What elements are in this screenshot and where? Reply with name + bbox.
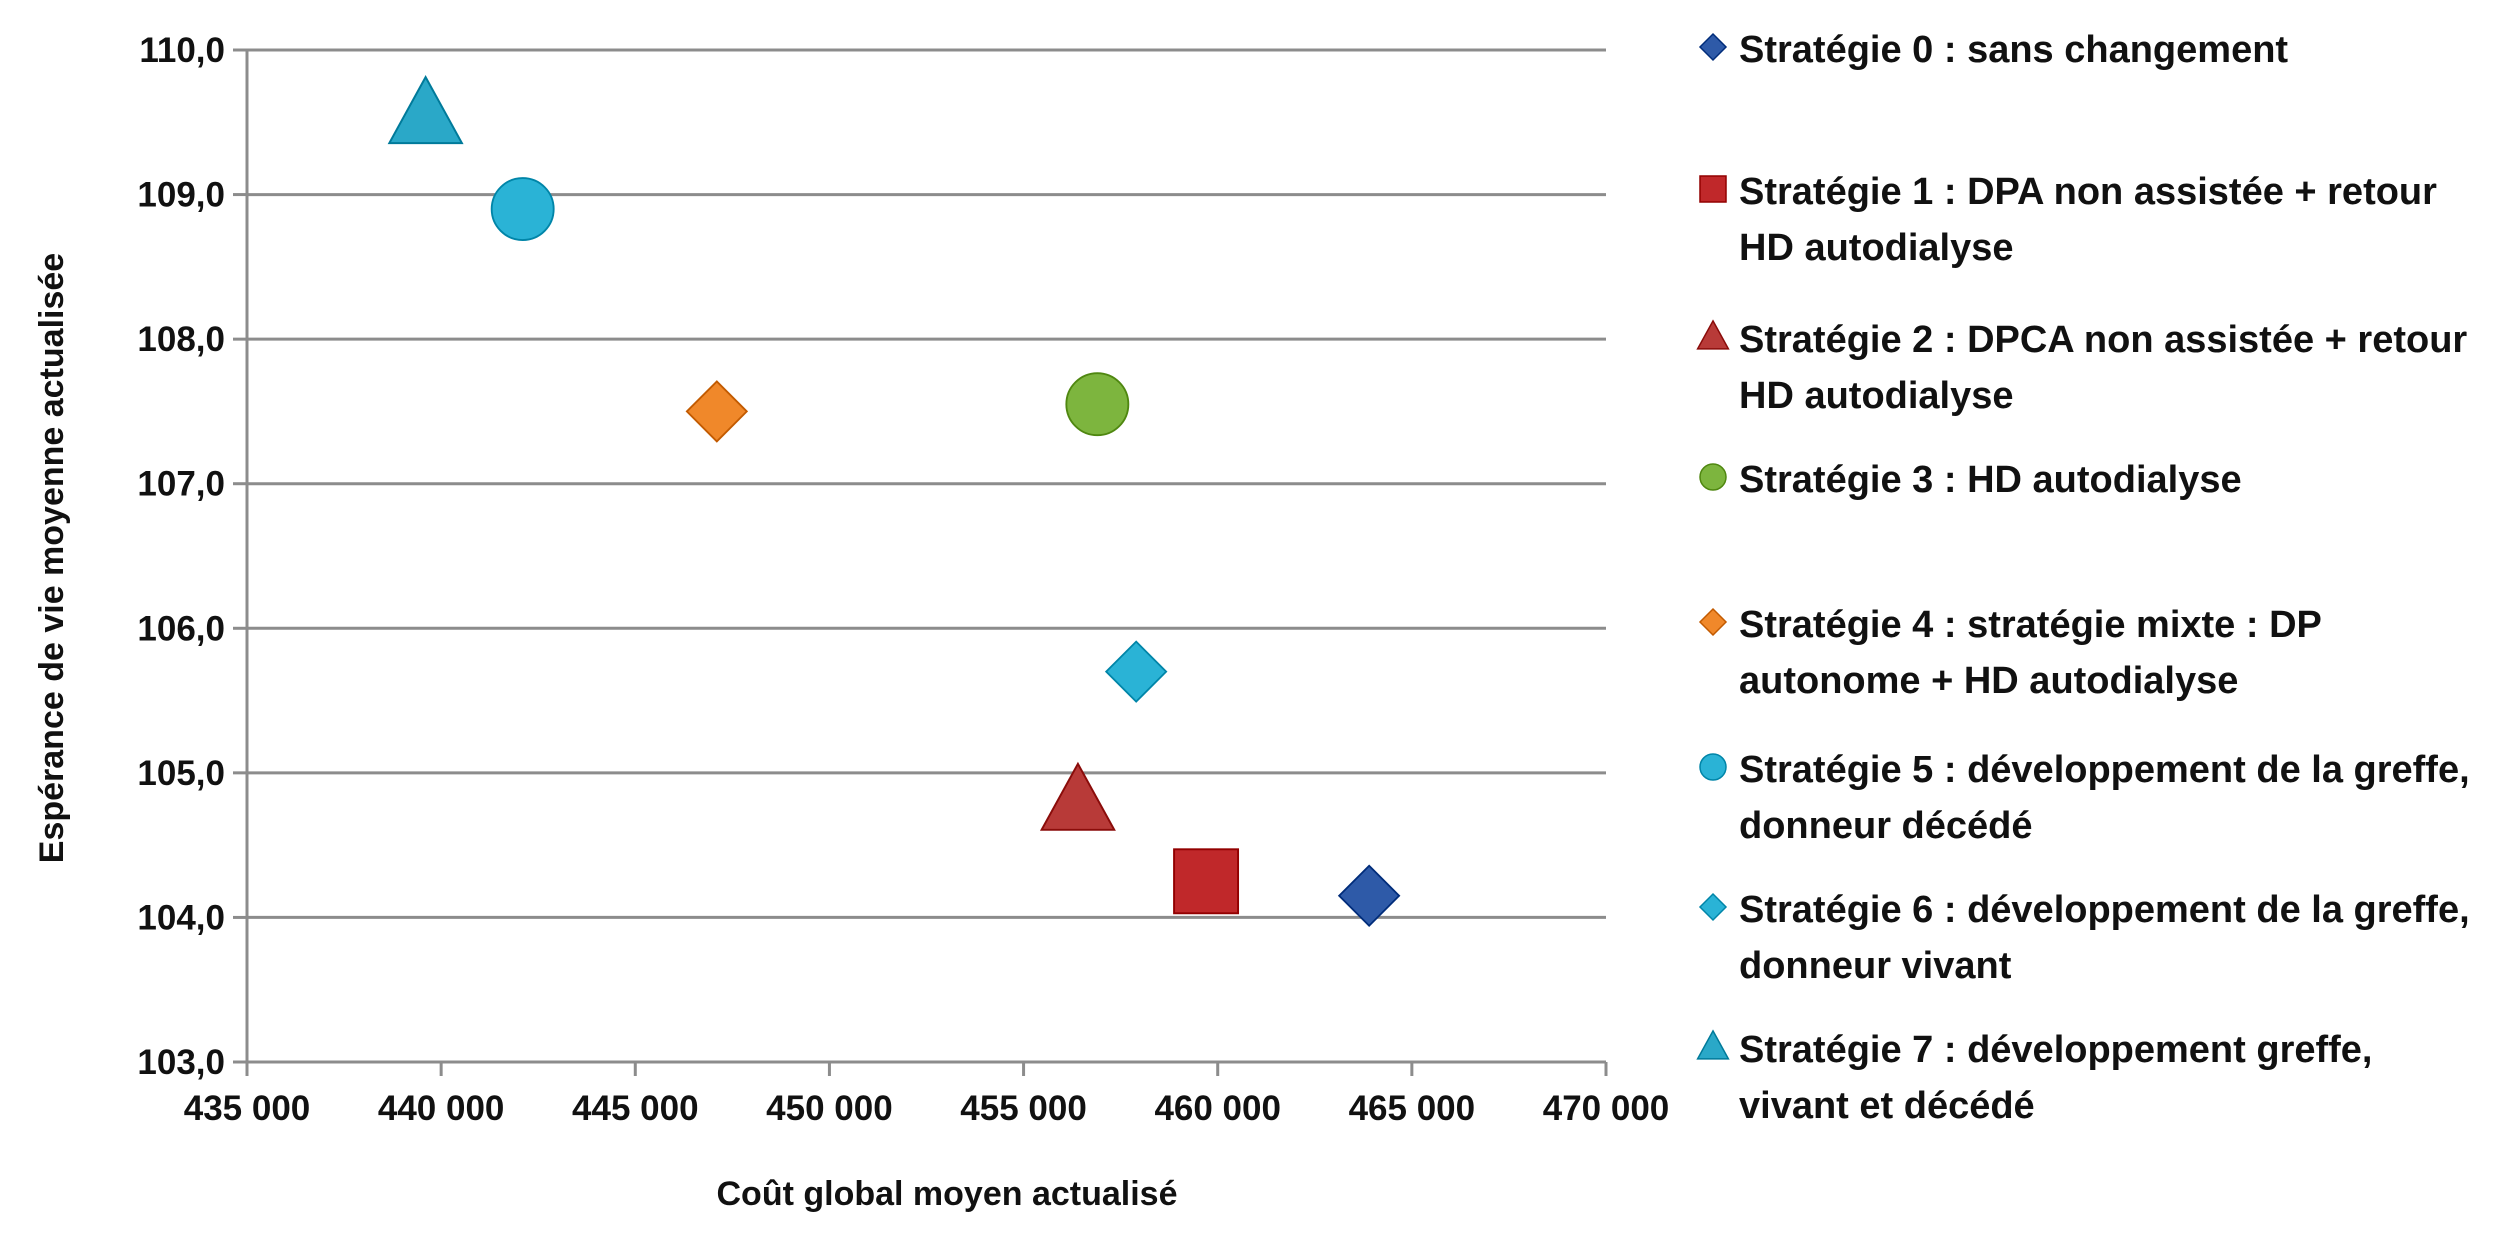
x-tick-label: 435 000 <box>184 1089 311 1128</box>
y-tick-labels: 110,0 109,0 108,0 107,0 106,0 105,0 104,0 103,0 <box>137 31 225 1082</box>
legend-marker-shape <box>1696 1029 1730 1060</box>
y-tick-label: 110,0 <box>139 31 225 70</box>
legend-item-strategie-2: Stratégie 2 : DPCA non assistée + retour… <box>1695 312 2489 424</box>
data-point-strategie-2 <box>1039 761 1116 831</box>
legend-marker-shape <box>1699 753 1727 781</box>
legend-label: Stratégie 3 : HD autodialyse <box>1739 459 2242 501</box>
legend-marker-circle-icon <box>1695 452 1731 502</box>
legend-marker-diamond-icon <box>1695 882 1731 932</box>
legend-marker-shape <box>1696 319 1730 350</box>
x-tick-label: 470 000 <box>1543 1089 1670 1128</box>
data-point-strategie-1 <box>1173 848 1240 915</box>
data-points <box>387 75 1401 928</box>
legend-label: Stratégie 1 : DPA non assistée + retour … <box>1739 171 2437 269</box>
legend-marker-diamond-icon <box>1695 597 1731 647</box>
x-tick-label: 445 000 <box>572 1089 699 1128</box>
legend-marker-circle-icon <box>1695 742 1731 792</box>
y-tick-label: 105,0 <box>137 754 225 793</box>
legend-item-strategie-1: Stratégie 1 : DPA non assistée + retour … <box>1695 164 2489 276</box>
data-point-strategie-3 <box>1065 372 1130 437</box>
legend-label: Stratégie 0 : sans changement <box>1739 29 2289 71</box>
legend-item-strategie-7: Stratégie 7 : développement greffe, viva… <box>1695 1022 2489 1134</box>
legend-marker-shape <box>1699 463 1727 491</box>
x-axis-title: Coût global moyen actualisé <box>717 1175 1178 1213</box>
legend-item-strategie-6: Stratégie 6 : développement de la greffe… <box>1695 882 2489 994</box>
y-tick-label: 108,0 <box>137 320 225 359</box>
axes <box>245 50 1608 1076</box>
legend-label: Stratégie 5 : développement de la greffe… <box>1739 749 2470 847</box>
legend-marker-square-icon <box>1695 164 1731 214</box>
legend-item-strategie-5: Stratégie 5 : développement de la greffe… <box>1695 742 2489 854</box>
y-tick-label: 106,0 <box>137 609 225 648</box>
data-point-strategie-6 <box>1104 640 1168 703</box>
legend-marker-shape <box>1698 892 1728 922</box>
x-tick-label: 460 000 <box>1154 1089 1281 1128</box>
data-point-strategie-7 <box>387 75 464 145</box>
data-point-strategie-4 <box>685 380 749 443</box>
data-point-strategie-5 <box>490 177 555 241</box>
grid-lines <box>233 48 1606 1064</box>
y-tick-label: 103,0 <box>137 1043 225 1082</box>
x-tick-label: 450 000 <box>766 1089 893 1128</box>
legend-marker-shape <box>1699 175 1727 203</box>
legend-item-strategie-4: Stratégie 4 : stratégie mixte : DP auton… <box>1695 597 2489 709</box>
legend-marker-shape <box>1698 32 1728 62</box>
x-tick-labels: 435 000 440 000 445 000 450 000 455 000 460 0… <box>184 1089 1670 1128</box>
legend-label: Stratégie 6 : développement de la greffe… <box>1739 889 2470 987</box>
x-tick-label: 455 000 <box>960 1089 1087 1128</box>
legend-label: Stratégie 7 : développement greffe, viva… <box>1739 1029 2373 1127</box>
legend-marker-shape <box>1698 607 1728 637</box>
y-tick-label: 107,0 <box>137 465 225 504</box>
legend-marker-triangle-icon <box>1695 1022 1731 1072</box>
y-tick-label: 104,0 <box>137 898 225 937</box>
legend-label: Stratégie 2 : DPCA non assistée + retour… <box>1739 319 2468 417</box>
legend-label: Stratégie 4 : stratégie mixte : DP auton… <box>1739 604 2322 702</box>
y-axis-title: Espérance de vie moyenne actualisée <box>33 253 71 863</box>
x-tick-label: 440 000 <box>378 1089 505 1128</box>
legend-marker-diamond-icon <box>1695 22 1731 72</box>
legend-item-strategie-3: Stratégie 3 : HD autodialyse <box>1695 452 2489 508</box>
legend-item-strategie-0: Stratégie 0 : sans changement <box>1695 22 2489 78</box>
x-tick-label: 465 000 <box>1349 1089 1476 1128</box>
legend: Stratégie 0 : sans changement Stratégie 1… <box>1695 22 2495 1222</box>
y-tick-label: 109,0 <box>137 176 225 215</box>
data-point-strategie-0 <box>1337 864 1401 928</box>
legend-marker-triangle-icon <box>1695 312 1731 362</box>
